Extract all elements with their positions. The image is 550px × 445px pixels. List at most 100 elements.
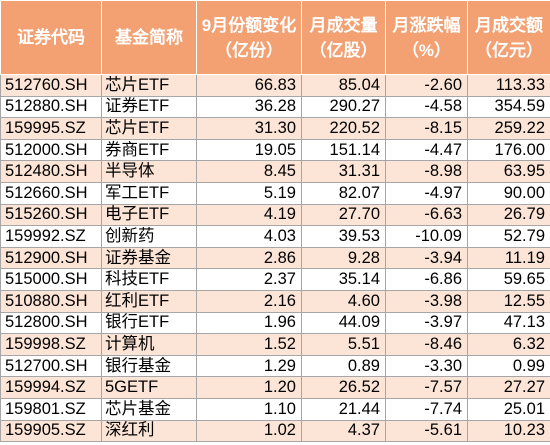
fund-name-cell: 证券基金 <box>101 246 197 270</box>
monthly-turnover-cell: 0.99 <box>467 354 550 378</box>
monthly-volume-cell: 4.60 <box>301 289 386 313</box>
security-code-cell: 512880.SH <box>0 95 102 119</box>
monthly-change-cell: -8.98 <box>385 160 468 183</box>
share-change-cell: 5.19 <box>196 181 302 205</box>
monthly-turnover-cell: 11.19 <box>467 246 550 270</box>
table-row: 512760.SH 芯片ETF 66.83 85.04 -2.60 113.33 <box>0 74 550 97</box>
header-unit: （亿股） <box>309 40 378 60</box>
share-change-cell: 19.05 <box>196 138 302 162</box>
security-code-cell: 512800.SH <box>0 311 102 335</box>
header-label: 月成交额 <box>475 15 543 35</box>
monthly-volume-cell: 4.37 <box>301 419 386 443</box>
security-code-cell: 512700.SH <box>0 354 102 378</box>
monthly-change-cell: -4.47 <box>385 138 468 162</box>
table-header: 证券代码 基金简称 9月份额变化 （亿份） 月成交量 （亿股） 月涨跌幅 （%） <box>0 0 550 75</box>
fund-name-cell: 银行ETF <box>101 311 197 335</box>
monthly-volume-cell: 44.09 <box>301 311 386 335</box>
monthly-change-cell: -4.58 <box>385 95 468 119</box>
header-label: 证券代码 <box>17 28 85 47</box>
table-body: 512760.SH 芯片ETF 66.83 85.04 -2.60 113.33 51288… <box>0 74 550 443</box>
fund-name-cell: 证券ETF <box>101 95 197 119</box>
table-row: 512900.SH 证券基金 2.86 9.28 -3.94 11.19 <box>0 246 550 270</box>
monthly-volume-cell: 27.70 <box>301 203 386 227</box>
monthly-turnover-cell: 12.55 <box>467 289 550 313</box>
monthly-change-cell: -7.57 <box>385 376 468 399</box>
monthly-change-cell: -3.98 <box>385 289 468 313</box>
monthly-change-cell: -8.46 <box>385 333 468 356</box>
fund-name-cell: 深红利 <box>101 419 197 443</box>
security-code-cell: 515260.SH <box>0 203 102 227</box>
header-security-code: 证券代码 <box>0 0 102 75</box>
header-label: 9月份额变化 <box>201 15 297 35</box>
share-change-cell: 1.20 <box>196 376 302 399</box>
security-code-cell: 510880.SH <box>0 289 102 313</box>
share-change-cell: 2.86 <box>196 246 302 270</box>
security-code-cell: 512000.SH <box>0 138 102 162</box>
share-change-cell: 1.10 <box>196 397 302 421</box>
table-row: 512880.SH 证券ETF 36.28 290.27 -4.58 354.59 <box>0 95 550 119</box>
monthly-volume-cell: 9.28 <box>301 246 386 270</box>
fund-name-cell: 计算机 <box>101 333 197 356</box>
fund-name-cell: 银行基金 <box>101 354 197 378</box>
security-code-cell: 159995.SZ <box>0 117 102 140</box>
header-label: 月涨跌幅 <box>392 15 461 35</box>
share-change-cell: 1.29 <box>196 354 302 378</box>
fund-name-cell: 科技ETF <box>101 268 197 291</box>
fund-name-cell: 5GETF <box>101 376 197 399</box>
monthly-turnover-cell: 259.22 <box>467 117 550 140</box>
table-row: 512660.SH 军工ETF 5.19 82.07 -4.97 90.00 <box>0 181 550 205</box>
header-unit: （%） <box>401 40 452 60</box>
monthly-volume-cell: 21.44 <box>301 397 386 421</box>
monthly-turnover-cell: 113.33 <box>467 74 550 97</box>
monthly-volume-cell: 26.52 <box>301 376 386 399</box>
header-share-change: 9月份额变化 （亿份） <box>196 0 302 75</box>
monthly-volume-cell: 39.53 <box>301 225 386 248</box>
header-monthly-turnover: 月成交额 （亿元） <box>467 0 550 75</box>
monthly-volume-cell: 5.51 <box>301 333 386 356</box>
monthly-turnover-cell: 90.00 <box>467 181 550 205</box>
monthly-change-cell: -3.30 <box>385 354 468 378</box>
share-change-cell: 1.02 <box>196 419 302 443</box>
table-row: 159995.SZ 芯片ETF 31.30 220.52 -8.15 259.22 <box>0 117 550 140</box>
fund-name-cell: 券商ETF <box>101 138 197 162</box>
monthly-turnover-cell: 26.79 <box>467 203 550 227</box>
share-change-cell: 1.96 <box>196 311 302 335</box>
table-row: 515260.SH 电子ETF 4.19 27.70 -6.63 26.79 <box>0 203 550 227</box>
share-change-cell: 4.19 <box>196 203 302 227</box>
fund-name-cell: 芯片ETF <box>101 117 197 140</box>
share-change-cell: 8.45 <box>196 160 302 183</box>
fund-name-cell: 创新药 <box>101 225 197 248</box>
monthly-change-cell: -6.86 <box>385 268 468 291</box>
header-unit: （亿份） <box>215 40 283 60</box>
monthly-change-cell: -4.97 <box>385 181 468 205</box>
security-code-cell: 159994.SZ <box>0 376 102 399</box>
header-monthly-change: 月涨跌幅 （%） <box>385 0 468 75</box>
share-change-cell: 4.03 <box>196 225 302 248</box>
monthly-change-cell: -8.15 <box>385 117 468 140</box>
monthly-turnover-cell: 6.32 <box>467 333 550 356</box>
monthly-change-cell: -3.94 <box>385 246 468 270</box>
fund-name-cell: 电子ETF <box>101 203 197 227</box>
table-row: 159998.SZ 计算机 1.52 5.51 -8.46 6.32 <box>0 333 550 356</box>
monthly-turnover-cell: 27.27 <box>467 376 550 399</box>
monthly-change-cell: -10.09 <box>385 225 468 248</box>
header-monthly-volume: 月成交量 （亿股） <box>301 0 386 75</box>
monthly-turnover-cell: 10.23 <box>467 419 550 443</box>
monthly-volume-cell: 31.31 <box>301 160 386 183</box>
table-row: 515000.SH 科技ETF 2.37 35.14 -6.86 59.65 <box>0 268 550 291</box>
fund-name-cell: 芯片基金 <box>101 397 197 421</box>
monthly-change-cell: -3.97 <box>385 311 468 335</box>
security-code-cell: 159998.SZ <box>0 333 102 356</box>
monthly-volume-cell: 0.89 <box>301 354 386 378</box>
header-label: 月成交量 <box>309 15 378 35</box>
monthly-change-cell: -5.61 <box>385 419 468 443</box>
security-code-cell: 159905.SZ <box>0 419 102 443</box>
monthly-volume-cell: 220.52 <box>301 117 386 140</box>
share-change-cell: 1.52 <box>196 333 302 356</box>
fund-name-cell: 半导体 <box>101 160 197 183</box>
header-fund-name: 基金简称 <box>101 0 197 75</box>
monthly-change-cell: -2.60 <box>385 74 468 97</box>
monthly-volume-cell: 82.07 <box>301 181 386 205</box>
